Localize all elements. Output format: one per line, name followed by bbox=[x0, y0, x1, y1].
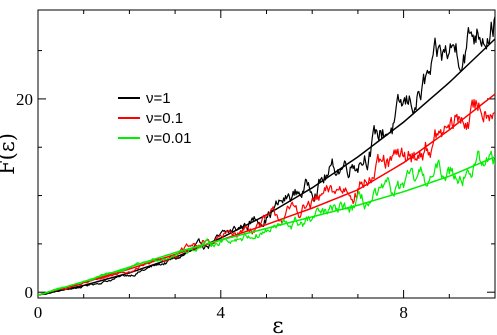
y-tick-label: 20 bbox=[16, 90, 33, 109]
axis-ticks bbox=[37, 10, 496, 298]
series-1-trace bbox=[38, 16, 495, 296]
x-tick-label: 4 bbox=[217, 303, 226, 322]
legend-label: ν=1 bbox=[146, 90, 171, 107]
series-2-fit-line bbox=[38, 93, 495, 296]
series-2-trace bbox=[38, 99, 495, 296]
legend-label: ν=0.1 bbox=[146, 110, 183, 127]
x-tick-label: 0 bbox=[34, 303, 43, 322]
series-1-fit-line bbox=[38, 38, 495, 296]
x-tick-label: 8 bbox=[399, 303, 408, 322]
plot-frame bbox=[37, 9, 496, 299]
series-3-trace bbox=[38, 150, 495, 296]
legend-label: ν=0.01 bbox=[146, 130, 191, 147]
x-axis-title: ε bbox=[272, 314, 283, 335]
legend: ν=1 ν=0.1 ν=0.01 bbox=[118, 90, 191, 147]
y-tick-label: 0 bbox=[25, 283, 34, 302]
series-3-fit-line bbox=[38, 156, 495, 296]
tick-labels: 0 4 8 0 20 bbox=[16, 90, 408, 322]
data-curves bbox=[38, 16, 495, 296]
y-axis-title: F(ε) bbox=[0, 133, 19, 175]
